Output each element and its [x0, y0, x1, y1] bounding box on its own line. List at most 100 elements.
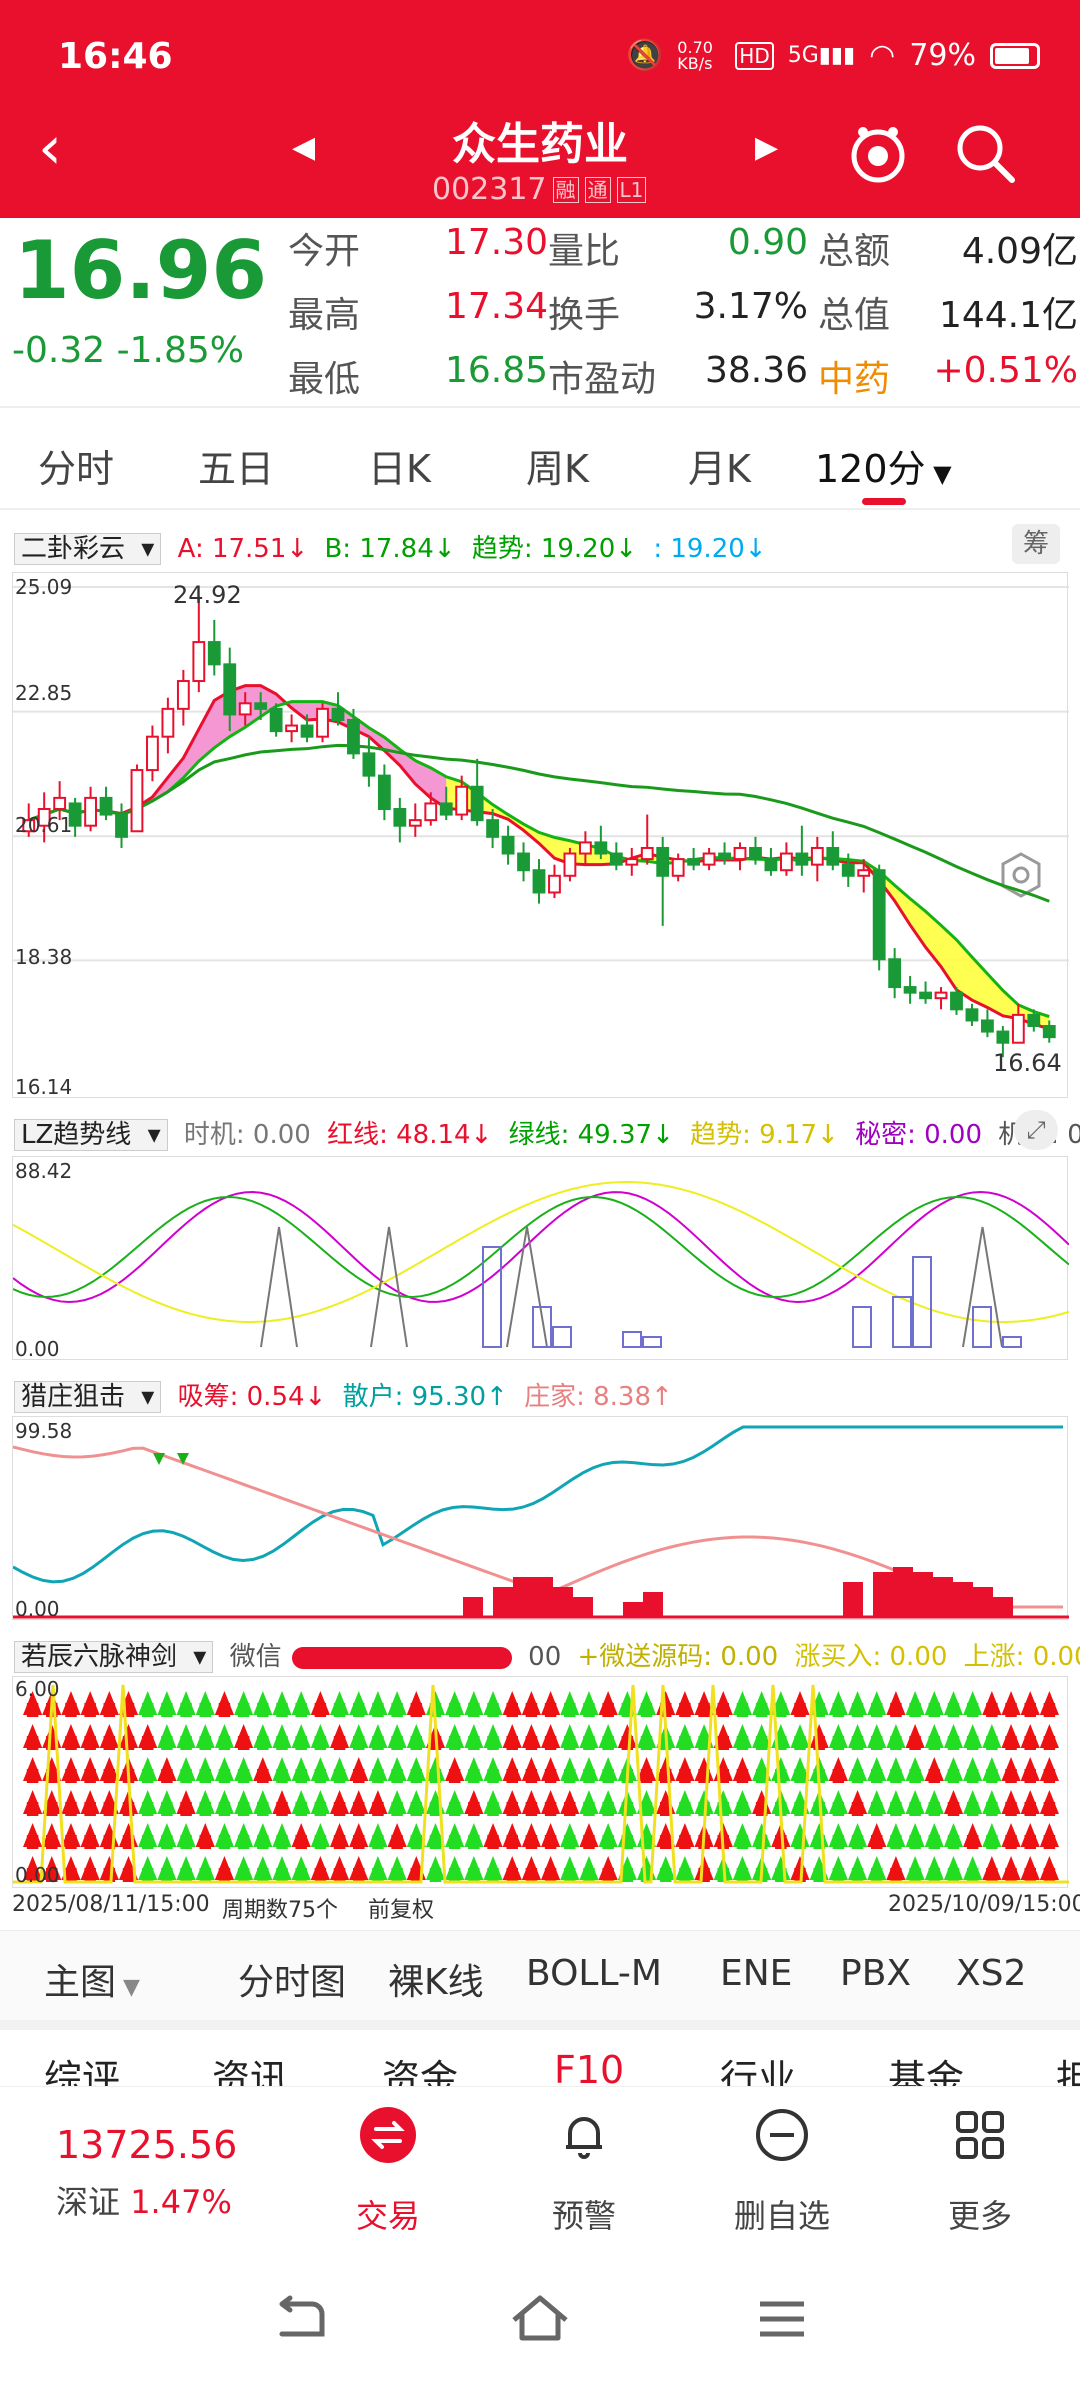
sys-menu-icon[interactable]: [752, 2294, 812, 2344]
subtab-boll[interactable]: BOLL-M: [526, 1953, 662, 1994]
lz-chart[interactable]: 88.42 0.00: [12, 1156, 1070, 1361]
info-tab-f10[interactable]: F10: [554, 2048, 625, 2092]
remove-watchlist-icon[interactable]: [750, 2103, 814, 2167]
trade-icon[interactable]: [356, 2103, 420, 2167]
price-change: -0.32 -1.85%: [12, 330, 244, 371]
expand-icon[interactable]: ⤢: [1014, 1110, 1058, 1150]
chip-button[interactable]: 筹: [1012, 524, 1060, 564]
pulse-stem: [276, 1703, 288, 1717]
pulse-stem: [372, 1736, 384, 1750]
subtab-fenshitu[interactable]: 分时图: [238, 1962, 347, 2003]
stock-code-row: 002317 融 通 L1: [432, 172, 647, 207]
lz-spike: [260, 1226, 298, 1348]
pulse-stem: [583, 1802, 595, 1816]
subtab-main[interactable]: 主图 ▼: [44, 1953, 140, 2005]
pulse-stem: [487, 1769, 499, 1783]
pulse-stem: [65, 1868, 77, 1882]
pulse-stem: [295, 1835, 307, 1849]
back-icon[interactable]: ‹: [38, 113, 62, 183]
indicator-select-1[interactable]: 二卦彩云 ▾: [14, 533, 162, 565]
liumai-chart[interactable]: 6.00 0.00: [12, 1676, 1069, 1888]
lz-red-line: [12, 1191, 1070, 1304]
pulse-stem: [679, 1736, 691, 1750]
subtab-xs2[interactable]: XS2: [956, 1953, 1027, 1994]
liezhuang-chart[interactable]: 99.58 0.00: [12, 1416, 1069, 1621]
adjust-mode[interactable]: 前复权: [368, 1898, 435, 1923]
next-stock-icon[interactable]: ▶: [755, 130, 779, 165]
candle-body: [254, 702, 268, 710]
pulse-stem: [1005, 1769, 1017, 1783]
pulse-stem: [755, 1802, 768, 1816]
candle-body: [625, 858, 639, 866]
nav-alert[interactable]: 预警: [551, 2197, 616, 2235]
period-tabs: 分时 五日 日K 周K 月K 120分 ▼: [0, 410, 1080, 898]
pulse-stem: [832, 1703, 845, 1717]
pulse-stem: [199, 1868, 212, 1882]
tab-120min[interactable]: 120分 ▼: [815, 438, 952, 493]
tab-zhouk[interactable]: 周K: [526, 447, 589, 491]
pulse-stem: [506, 1769, 518, 1783]
pulse-stem: [46, 1868, 58, 1882]
pulse-stem: [65, 1769, 77, 1783]
dealer-bar: [873, 1572, 893, 1617]
lz-box: [642, 1336, 662, 1348]
candle-body: [578, 841, 592, 855]
tab-rik[interactable]: 日K: [368, 447, 431, 491]
pulse-stem: [448, 1868, 461, 1882]
pulse-stem: [832, 1868, 845, 1882]
tab-fenshi[interactable]: 分时: [38, 447, 115, 491]
dealer-bar: [463, 1597, 483, 1617]
pulse-stem: [199, 1835, 212, 1849]
pulse-stem: [84, 1703, 96, 1717]
prev-stock-icon[interactable]: ◀: [292, 130, 316, 165]
tab-yuek[interactable]: 月K: [688, 447, 751, 491]
index-value[interactable]: 13725.56: [56, 2123, 238, 2167]
mascot-icon[interactable]: [843, 118, 913, 188]
signal-icon: 5G▮▮▮: [787, 43, 856, 68]
bell-icon[interactable]: [552, 2103, 616, 2167]
grid-icon[interactable]: [948, 2103, 1012, 2167]
quote-value: 17.34: [444, 286, 548, 327]
lz-svg: [12, 1181, 1070, 1348]
dealer-bar: [843, 1582, 863, 1617]
sys-back-icon[interactable]: [268, 2294, 328, 2344]
pulse-stem: [506, 1835, 518, 1849]
indicator-select-2[interactable]: LZ趋势线 ▾: [14, 1119, 168, 1151]
pulse-stem: [564, 1868, 576, 1882]
sys-home-icon[interactable]: [508, 2290, 572, 2346]
candle-body: [950, 991, 963, 1011]
pulse-stem: [276, 1802, 288, 1816]
pulse-stem: [468, 1736, 480, 1750]
kline-chart[interactable]: 25.09 22.85 20.61 18.38 16.14 24.92 16.6…: [12, 572, 1069, 1099]
nav-remove[interactable]: 删自选: [733, 2197, 830, 2235]
nav-trade[interactable]: 交易: [355, 2197, 420, 2235]
subtab-pbx[interactable]: PBX: [840, 1953, 912, 1994]
indicator-name-3: 猎庄狙击: [21, 1382, 126, 1412]
settings-icon[interactable]: [996, 850, 1046, 900]
indicator-select-4[interactable]: 若辰六脉神剑 ▾: [14, 1641, 214, 1673]
subtab-luokline[interactable]: 裸K线: [388, 1962, 484, 2003]
pulse-stem: [736, 1736, 749, 1750]
pulse-stem: [1024, 1736, 1036, 1750]
search-icon[interactable]: [950, 118, 1020, 188]
index-line[interactable]: 深证 1.47%: [56, 2177, 232, 2223]
indicator-select-3[interactable]: 猎庄狙击 ▾: [14, 1381, 162, 1413]
pulse-stem: [391, 1769, 403, 1783]
pulse-stem: [1005, 1802, 1017, 1816]
pulse-stem: [257, 1835, 269, 1849]
liumai-svg: [13, 1684, 1069, 1884]
pulse-stem: [890, 1835, 902, 1849]
pulse-stem: [544, 1703, 557, 1717]
pulse-stem: [276, 1769, 288, 1783]
tab-wuri[interactable]: 五日: [198, 447, 275, 491]
subtab-ene[interactable]: ENE: [720, 1953, 793, 1994]
candle-body: [223, 663, 237, 716]
pulse-stem: [832, 1835, 845, 1849]
pulse-stem: [333, 1835, 346, 1849]
lz-box: [912, 1256, 932, 1348]
quote-value: 3.17%: [693, 286, 808, 327]
pulse-stem: [1043, 1769, 1056, 1783]
quote-value: 16.85: [444, 350, 548, 391]
candle-body: [656, 846, 670, 877]
nav-more[interactable]: 更多: [947, 2197, 1012, 2235]
